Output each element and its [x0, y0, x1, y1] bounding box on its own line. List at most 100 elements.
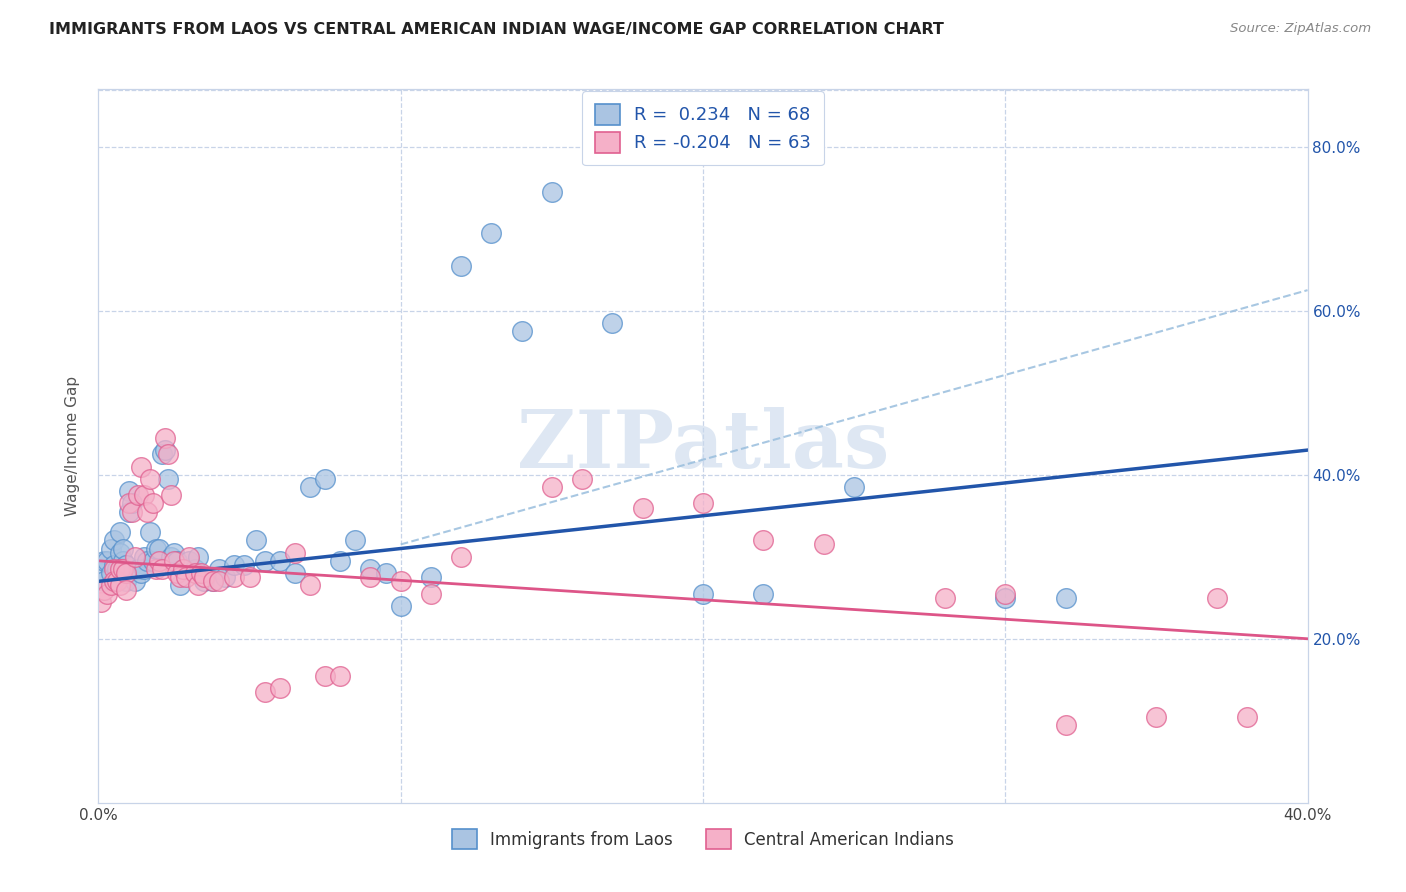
- Point: [284, 566, 307, 581]
- Point: [994, 591, 1017, 605]
- Point: [420, 570, 443, 584]
- Point: [145, 541, 167, 556]
- Point: [1236, 709, 1258, 723]
- Point: [135, 505, 157, 519]
- Point: [752, 587, 775, 601]
- Point: [135, 554, 157, 568]
- Point: [314, 668, 336, 682]
- Point: [174, 570, 197, 584]
- Point: [105, 574, 128, 589]
- Point: [314, 472, 336, 486]
- Point: [510, 324, 533, 338]
- Point: [299, 578, 322, 592]
- Point: [169, 570, 191, 584]
- Point: [202, 574, 225, 589]
- Point: [114, 558, 136, 572]
- Point: [142, 496, 165, 510]
- Point: [132, 562, 155, 576]
- Point: [118, 484, 141, 499]
- Point: [160, 549, 183, 564]
- Point: [245, 533, 267, 548]
- Point: [269, 681, 291, 695]
- Point: [752, 533, 775, 548]
- Point: [96, 554, 118, 568]
- Point: [540, 185, 562, 199]
- Y-axis label: Wage/Income Gap: Wage/Income Gap: [65, 376, 80, 516]
- Point: [111, 541, 134, 556]
- Point: [481, 226, 503, 240]
- Point: [90, 566, 112, 581]
- Text: IMMIGRANTS FROM LAOS VS CENTRAL AMERICAN INDIAN WAGE/INCOME GAP CORRELATION CHAR: IMMIGRANTS FROM LAOS VS CENTRAL AMERICAN…: [49, 22, 943, 37]
- Point: [108, 578, 131, 592]
- Point: [571, 472, 593, 486]
- Point: [214, 570, 236, 584]
- Point: [108, 546, 131, 560]
- Point: [111, 562, 134, 576]
- Point: [93, 582, 115, 597]
- Point: [166, 554, 188, 568]
- Point: [374, 566, 396, 581]
- Point: [934, 591, 956, 605]
- Point: [108, 562, 131, 576]
- Point: [121, 496, 143, 510]
- Legend: Immigrants from Laos, Central American Indians: Immigrants from Laos, Central American I…: [441, 820, 965, 859]
- Point: [389, 599, 412, 613]
- Point: [142, 554, 165, 568]
- Point: [329, 554, 352, 568]
- Point: [150, 562, 173, 576]
- Point: [105, 562, 128, 576]
- Point: [389, 574, 412, 589]
- Point: [166, 566, 188, 581]
- Point: [100, 566, 122, 581]
- Point: [208, 574, 231, 589]
- Point: [127, 488, 149, 502]
- Point: [132, 549, 155, 564]
- Point: [692, 587, 714, 601]
- Point: [224, 558, 246, 572]
- Point: [153, 431, 176, 445]
- Point: [284, 546, 307, 560]
- Point: [1054, 591, 1077, 605]
- Point: [420, 587, 443, 601]
- Point: [299, 480, 322, 494]
- Point: [156, 472, 179, 486]
- Point: [994, 587, 1017, 601]
- Point: [190, 566, 212, 581]
- Point: [103, 574, 125, 589]
- Point: [114, 582, 136, 597]
- Point: [129, 459, 152, 474]
- Point: [184, 566, 207, 581]
- Point: [631, 500, 654, 515]
- Point: [156, 447, 179, 461]
- Point: [103, 533, 125, 548]
- Point: [692, 496, 714, 510]
- Point: [269, 554, 291, 568]
- Point: [172, 562, 194, 576]
- Point: [193, 570, 215, 584]
- Point: [239, 570, 262, 584]
- Point: [96, 587, 118, 601]
- Point: [172, 562, 194, 576]
- Point: [103, 558, 125, 572]
- Point: [450, 259, 472, 273]
- Point: [202, 574, 225, 589]
- Point: [253, 685, 276, 699]
- Point: [329, 668, 352, 682]
- Point: [187, 549, 209, 564]
- Point: [100, 541, 122, 556]
- Point: [179, 549, 201, 564]
- Point: [129, 566, 152, 581]
- Point: [232, 558, 254, 572]
- Point: [105, 574, 128, 589]
- Point: [169, 578, 191, 592]
- Text: Source: ZipAtlas.com: Source: ZipAtlas.com: [1230, 22, 1371, 36]
- Point: [121, 505, 143, 519]
- Point: [224, 570, 246, 584]
- Point: [193, 574, 215, 589]
- Point: [844, 480, 866, 494]
- Text: ZIPatlas: ZIPatlas: [517, 407, 889, 485]
- Point: [93, 574, 115, 589]
- Point: [344, 533, 367, 548]
- Point: [132, 488, 155, 502]
- Point: [139, 472, 162, 486]
